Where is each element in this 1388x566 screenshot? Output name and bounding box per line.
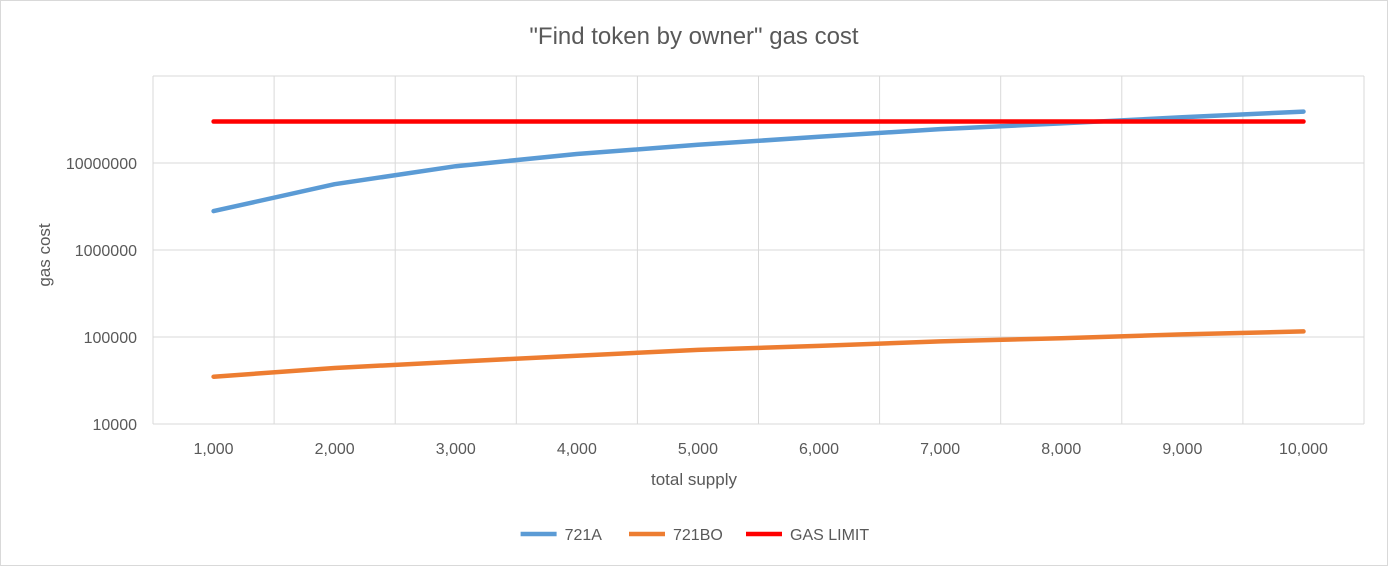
- x-tick-labels: 1,000 2,000 3,000 4,000 5,000 6,000 7,000 8,000…: [194, 441, 1328, 458]
- x-tick-label: 1,000: [194, 441, 234, 458]
- series-line-721bo: [211, 329, 1306, 379]
- grid-lines: [152, 75, 1365, 425]
- x-tick-label: 3,000: [436, 441, 476, 458]
- y-tick-label: 10000000: [66, 156, 137, 173]
- y-axis-label: gas cost: [35, 223, 54, 287]
- legend-label: 721A: [565, 527, 603, 544]
- x-tick-label: 10,000: [1279, 441, 1328, 458]
- legend-item: 721BO: [629, 527, 723, 544]
- x-tick-label: 4,000: [557, 441, 597, 458]
- legend-item: GAS LIMIT: [746, 527, 869, 544]
- x-tick-label: 2,000: [315, 441, 355, 458]
- series-lines: [211, 109, 1306, 379]
- x-axis-label: total supply: [651, 470, 737, 489]
- chart-title: "Find token by owner" gas cost: [529, 23, 859, 50]
- y-tick-label: 10000: [93, 417, 138, 434]
- y-tick-label: 100000: [84, 330, 137, 347]
- legend-label: 721BO: [673, 527, 723, 544]
- legend-item: 721A: [520, 527, 603, 544]
- y-tick-label: 1000000: [75, 243, 137, 260]
- y-tick-labels: 10000 100000 1000000 10000000: [66, 156, 137, 434]
- x-tick-label: 7,000: [920, 441, 960, 458]
- x-tick-label: 8,000: [1041, 441, 1081, 458]
- legend: 721A 721BO GAS LIMIT: [520, 527, 869, 544]
- x-tick-label: 6,000: [799, 441, 839, 458]
- x-tick-label: 9,000: [1162, 441, 1202, 458]
- x-tick-label: 5,000: [678, 441, 718, 458]
- legend-label: GAS LIMIT: [790, 527, 869, 544]
